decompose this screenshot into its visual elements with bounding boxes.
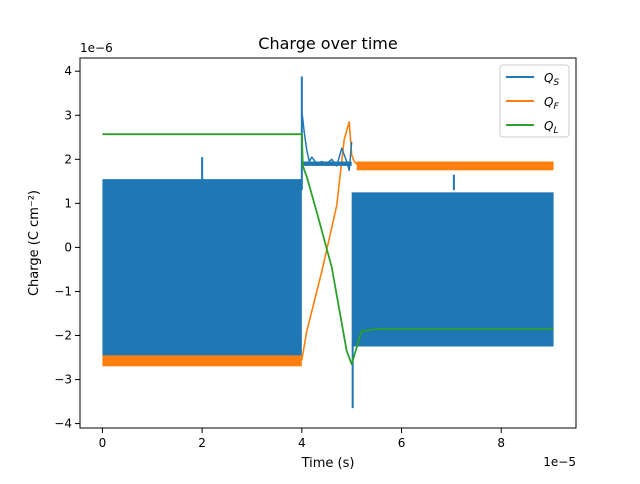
x-tick-label: 0 [99,436,107,450]
x-offset-label: 1e−5 [543,455,576,469]
y-tick-label: 0 [64,240,72,254]
legend-label-q-l: QL [544,119,558,136]
qs-band [102,179,302,356]
qs-transition [301,110,353,172]
legend-label-q-f: QF [544,95,559,112]
legend-label-q-s: QS [544,71,559,88]
y-tick-label: 1 [64,196,72,210]
y-offset-label: 1e−6 [80,41,113,55]
plot-frame [79,57,577,429]
qs-band [351,192,554,347]
x-tick-label: 2 [198,436,206,450]
y-tick-label: 3 [64,108,72,122]
ql-line [102,133,554,366]
y-tick-label: −1 [54,284,72,298]
y-tick-label: −3 [54,373,72,387]
x-tick-label: 8 [497,436,505,450]
y-tick-label: 2 [64,152,72,166]
y-tick-label: −2 [54,329,72,343]
x-tick-label: 4 [298,436,306,450]
chart-title: Charge over time [258,34,397,53]
x-tick-label: 6 [398,436,406,450]
qf-line [102,121,554,361]
legend-box [499,64,570,138]
y-axis-label: Charge (C cm⁻²) [27,190,42,296]
y-tick-label: −4 [54,417,72,431]
y-tick-label: 4 [64,64,72,78]
x-axis-label: Time (s) [301,456,355,471]
